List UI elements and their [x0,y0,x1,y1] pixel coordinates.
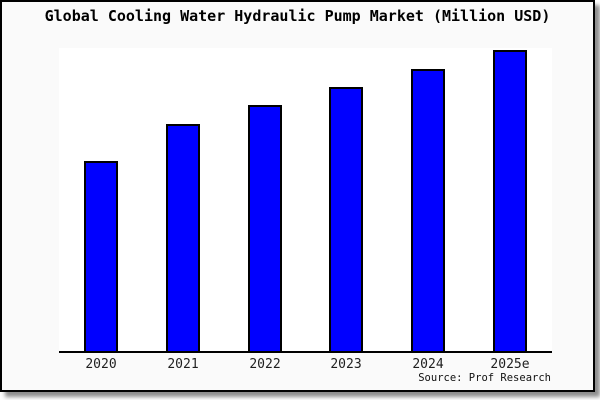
x-tick-label-2025e: 2025e [490,357,530,372]
x-tick-label-2021: 2021 [167,357,199,372]
chart-card: Global Cooling Water Hydraulic Pump Mark… [0,0,595,392]
x-tick-label-2023: 2023 [330,357,362,372]
bar-2022 [248,105,282,351]
source-note: Source: Prof Research [418,372,551,384]
x-tick-label-2022: 2022 [249,357,281,372]
bar-2025e [493,50,527,351]
bar-2021 [166,124,200,351]
bar-2023 [329,87,363,351]
x-tick-label-2024: 2024 [412,357,444,372]
bar-2024 [411,69,445,351]
chart-title: Global Cooling Water Hydraulic Pump Mark… [44,7,551,25]
bar-2020 [84,161,118,351]
plot-area [59,48,552,353]
x-tick-label-2020: 2020 [85,357,117,372]
